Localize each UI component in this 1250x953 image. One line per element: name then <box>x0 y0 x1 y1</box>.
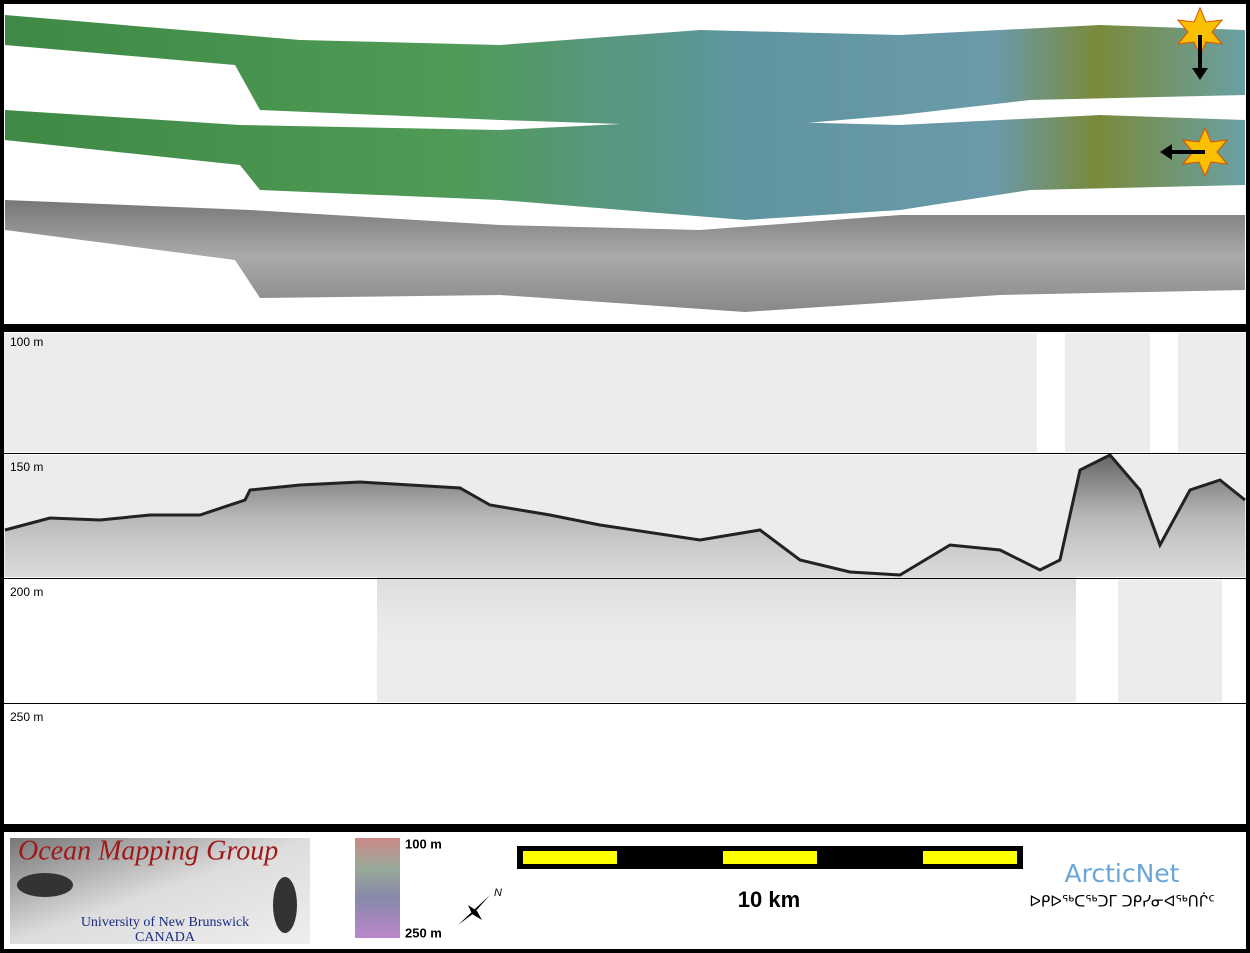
compass-label: N <box>494 887 502 899</box>
depth-gridlines <box>4 453 1246 704</box>
bathymetry-swath <box>5 110 1245 220</box>
compass: N <box>458 887 502 925</box>
logo-shape <box>273 877 297 933</box>
depth-label: 150 m <box>10 460 43 474</box>
logo-shape <box>17 873 73 897</box>
seafloor-line <box>4 453 1246 577</box>
logo-title: Ocean Mapping Group <box>18 835 278 866</box>
marker <box>1160 126 1229 178</box>
logo-country: CANADA <box>135 930 196 945</box>
colorbar <box>355 838 400 938</box>
logo-subtitle: University of New Brunswick <box>81 915 249 930</box>
depth-label: 100 m <box>10 335 43 349</box>
sidescan-swath <box>5 200 1245 312</box>
scale-bar <box>517 846 1023 869</box>
bathymetry-swath <box>5 15 1245 128</box>
seafloor-shadow <box>5 455 1245 660</box>
colorbar-label: 250 m <box>405 925 442 940</box>
scale-label: 10 km <box>738 887 800 912</box>
colorbar-label: 100 m <box>405 836 442 851</box>
depth-label: 200 m <box>10 585 43 599</box>
partner-subtitle: ᐅᑭᐅᖅᑕᖅᑐᒥ ᑐᑭᓯᓂᐊᖅᑎᒌᑦ <box>1029 893 1214 911</box>
marker <box>1176 6 1224 80</box>
depth-label: 250 m <box>10 710 43 724</box>
partner-name: ArcticNet <box>1065 859 1180 888</box>
